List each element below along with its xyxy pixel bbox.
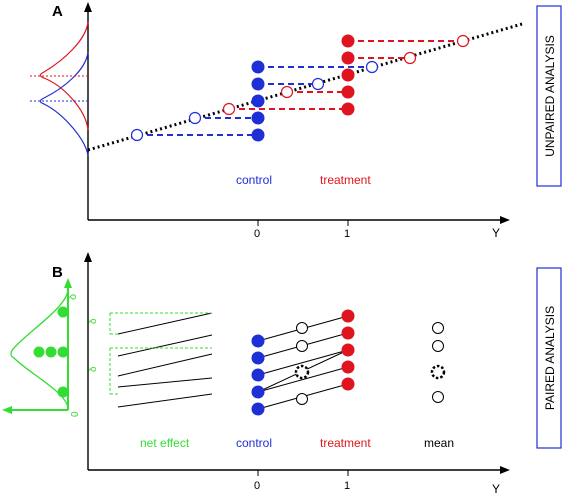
net-effect-dot — [57, 346, 69, 358]
delta-axis-label: δ — [67, 294, 79, 300]
treatment-dot — [341, 102, 355, 116]
delta-axis-arrow-icon — [64, 278, 72, 288]
treatment-dot — [341, 51, 355, 65]
control-group — [130, 60, 379, 142]
pair-midpoint — [296, 393, 308, 405]
control-dot — [251, 351, 265, 365]
control-projected-point — [130, 128, 144, 142]
control-dot — [251, 111, 265, 125]
control-dot — [251, 94, 265, 108]
panel-b-mean-label: mean — [424, 436, 454, 450]
panel-b-vertical-arrow-icon — [84, 252, 92, 262]
treatment-dot — [341, 360, 355, 374]
treatment-projected-point — [222, 102, 236, 116]
treatment-projected-point — [403, 51, 417, 65]
panel-b-tick-1: 1 — [344, 480, 350, 492]
pair-midpoint — [296, 340, 308, 352]
control-dot — [251, 60, 265, 74]
control-dot — [251, 334, 265, 348]
mean-point — [432, 322, 444, 334]
treatment-dot — [341, 309, 355, 323]
net-effect-dot — [33, 346, 45, 358]
net-effect-segment — [117, 353, 213, 377]
control-dot — [251, 368, 265, 382]
treatment-dot — [341, 34, 355, 48]
net-effect-distribution: δ 0 — [2, 278, 81, 417]
paired-line — [257, 349, 349, 376]
net-effect-segment — [117, 334, 213, 357]
panel-b-side-label-box — [536, 267, 562, 449]
panel-a: A 0 1 Y — [30, 2, 562, 240]
panel-a-tick-0: 0 — [254, 228, 260, 240]
control-projected-point — [188, 111, 202, 125]
panel-b-tick-0: 0 — [254, 480, 260, 492]
mean-point — [432, 391, 444, 403]
net-effect-segment — [117, 377, 213, 388]
panel-a-vertical-arrow-icon — [84, 2, 92, 12]
panel-b-horizontal-arrow-icon — [500, 466, 510, 474]
panel-b-axis-y-label: Y — [492, 482, 500, 496]
control-projected-point — [311, 77, 325, 91]
treatment-projected-point — [341, 68, 355, 82]
panel-a-tick-1: 1 — [344, 228, 350, 240]
pair-midpoint — [296, 322, 308, 334]
net-effect-segments: δ δ — [88, 312, 213, 408]
density-axis-arrow-icon — [2, 406, 12, 414]
delta-zero-label: 0 — [70, 411, 81, 417]
panel-b-side-label: PAIRED ANALYSIS — [543, 306, 557, 410]
treatment-dot — [341, 68, 355, 82]
treatment-dot — [341, 377, 355, 391]
treatment-projected-point — [280, 85, 294, 99]
control-projected-point — [365, 60, 379, 74]
net-effect-curve — [10, 289, 69, 409]
panel-a-label: A — [52, 3, 63, 20]
control-projected-point — [251, 94, 265, 108]
control-dot — [251, 128, 265, 142]
panel-b-treatment-label: treatment — [320, 436, 371, 450]
delta-bracket-label: δ — [88, 318, 99, 324]
panel-b-label: B — [52, 264, 63, 281]
treatment-dot — [341, 326, 355, 340]
panel-a-side-label-box — [536, 5, 562, 187]
treatment-projected-point — [456, 34, 470, 48]
net-effect-segment — [117, 312, 213, 335]
net-effect-dot — [57, 306, 69, 318]
panel-a-side-label: UNPAIRED ANALYSIS — [543, 35, 557, 157]
control-distribution-curve — [39, 51, 89, 157]
panel-b-control-label: control — [236, 436, 272, 450]
treatment-distribution-curve — [39, 21, 89, 131]
panel-a-control-label: control — [236, 173, 272, 187]
treatment-group — [222, 34, 470, 116]
panel-a-horizontal-arrow-icon — [500, 216, 510, 224]
mean-marker — [430, 364, 446, 380]
control-dot — [251, 402, 265, 416]
pair-mean-marker — [294, 364, 310, 380]
control-dot — [251, 385, 265, 399]
treatment-dot — [341, 85, 355, 99]
delta-bracket-label: δ — [88, 366, 99, 372]
treatment-dot — [341, 343, 355, 357]
paired-line — [257, 366, 349, 393]
panel-a-treatment-label: treatment — [320, 173, 371, 187]
mean-point — [432, 340, 444, 352]
panel-b-net-effect-label: net effect — [140, 436, 190, 450]
net-effect-dot — [45, 346, 57, 358]
regression-line — [87, 22, 523, 152]
panel-b: B 0 1 Y δ 0 — [2, 252, 562, 496]
net-effect-dot — [57, 386, 69, 398]
control-dot — [251, 77, 265, 91]
net-effect-segment — [117, 393, 213, 408]
panel-a-axis-y-label: Y — [492, 226, 500, 240]
